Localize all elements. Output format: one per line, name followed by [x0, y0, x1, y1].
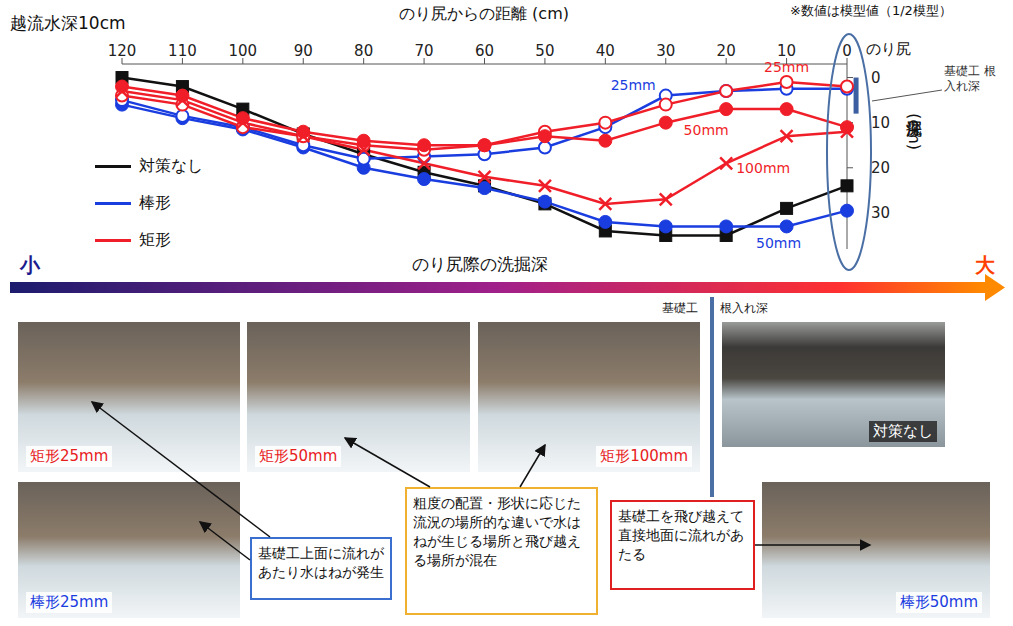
html-text:対策なし: 対策なし [873, 422, 933, 440]
svg-text:120: 120 [108, 42, 137, 60]
html-text:大: 大 [975, 253, 995, 277]
html-text:矩形50mm: 矩形50mm [259, 447, 338, 465]
html-text:棒形50mm: 棒形50mm [899, 593, 978, 611]
svg-text:90: 90 [294, 42, 313, 60]
html-text:のり尻からの距離 (cm): のり尻からの距離 (cm) [399, 4, 569, 23]
html-text:※数値は模型値（1/2模型）: ※数値は模型値（1/2模型） [790, 3, 952, 18]
html-text:矩形100mm: 矩形100mm [600, 447, 688, 465]
html-text:棒形: 棒形 [139, 193, 171, 212]
html-text:対策なし: 対策なし [139, 156, 203, 175]
svg-text:0: 0 [871, 69, 881, 87]
html-text:基礎工 根入れ深: 基礎工 根入れ深 [944, 64, 996, 93]
svg-text:50: 50 [535, 42, 554, 60]
html-text:根入れ深: 根入れ深 [720, 301, 768, 315]
svg-text:20: 20 [717, 42, 736, 60]
svg-text:50mm: 50mm [684, 122, 729, 138]
html-text:小: 小 [20, 253, 40, 277]
html-text:のり尻: のり尻 [866, 40, 911, 58]
svg-text:25mm: 25mm [611, 77, 656, 93]
svg-text:100mm: 100mm [736, 160, 790, 176]
svg-text:60: 60 [475, 42, 494, 60]
svg-text:25mm: 25mm [764, 59, 809, 75]
svg-text:70: 70 [415, 42, 434, 60]
html-text:粗度の配置・形状に応じた流況の場所的な違いで水はねが生じる場: 粗度の配置・形状に応じた流況の場所的な違いで水はねが生じる場所と飛び越える場所が… [413, 495, 581, 568]
svg-text:10: 10 [777, 42, 796, 60]
svg-text:30: 30 [656, 42, 675, 60]
svg-text:40: 40 [596, 42, 615, 60]
svg-text:30: 30 [871, 204, 890, 222]
html-text:基礎工: 基礎工 [662, 301, 698, 315]
html-text:矩形25mm: 矩形25mm [30, 447, 109, 465]
html-text:矩形: 矩形 [139, 230, 171, 249]
svg-text:20: 20 [871, 159, 890, 177]
svg-text:10: 10 [871, 114, 890, 132]
html-text:のり尻際の洗掘深: のり尻際の洗掘深 [412, 254, 548, 274]
svg-text:50mm: 50mm [756, 235, 801, 251]
html-text:洗掘深 (cm): 洗掘深 (cm) [905, 108, 924, 150]
html-text:棒形25mm: 棒形25mm [30, 593, 109, 611]
svg-text:100: 100 [229, 42, 258, 60]
svg-text:110: 110 [168, 42, 197, 60]
html-text:基礎工上面に流れがあたり水はねが発生: 基礎工上面に流れがあたり水はねが発生 [258, 545, 384, 580]
svg-text:80: 80 [354, 42, 373, 60]
html-text:越流水深10cm: 越流水深10cm [10, 13, 126, 33]
html-text:基礎工を飛び越えて直接地面に流れがあたる: 基礎工を飛び越えて直接地面に流れがあたる [618, 508, 744, 562]
svg-text:0: 0 [842, 42, 852, 60]
